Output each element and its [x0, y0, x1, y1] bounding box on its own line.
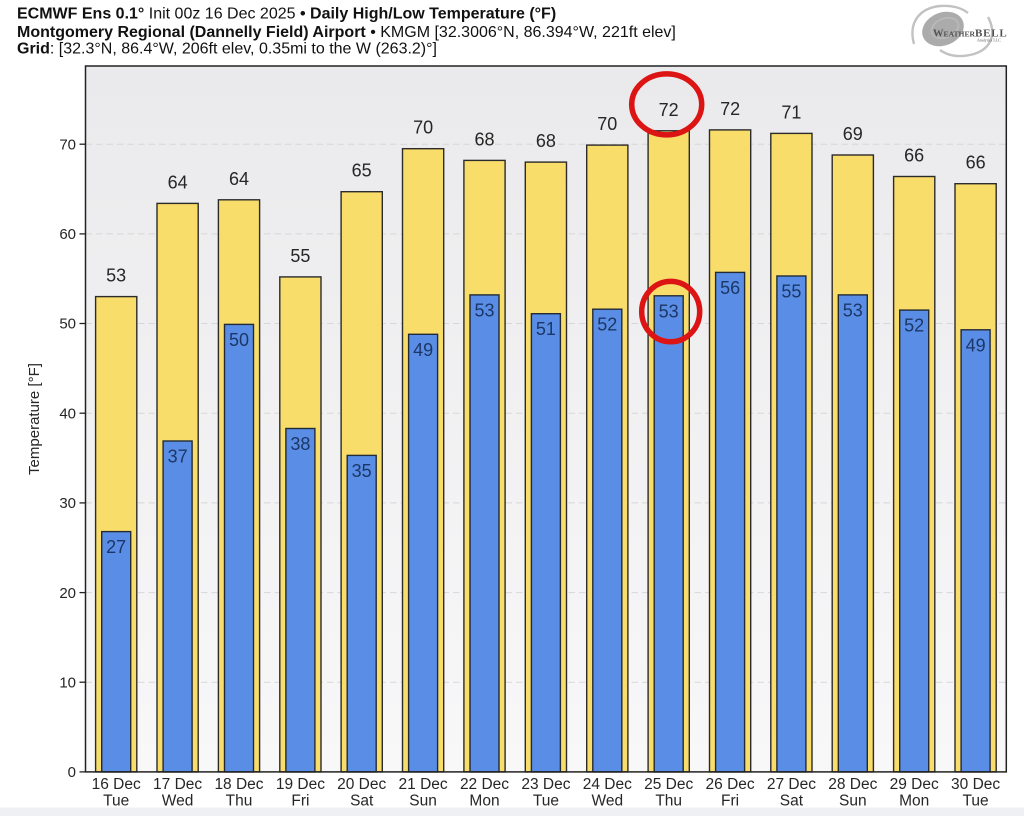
svg-text:38: 38: [290, 434, 310, 454]
svg-text:53: 53: [106, 266, 126, 286]
svg-text:52: 52: [597, 315, 617, 335]
svg-text:Fri: Fri: [291, 793, 309, 810]
svg-text:0: 0: [68, 764, 76, 781]
svg-text:56: 56: [720, 278, 740, 298]
svg-text:25 Dec: 25 Dec: [644, 776, 693, 793]
svg-text:53: 53: [659, 301, 679, 321]
svg-text:20 Dec: 20 Dec: [337, 776, 386, 793]
svg-text:66: 66: [966, 153, 986, 173]
svg-text:64: 64: [229, 169, 249, 189]
svg-text:18 Dec: 18 Dec: [214, 776, 263, 793]
svg-text:53: 53: [474, 300, 494, 320]
svg-text:27 Dec: 27 Dec: [767, 776, 816, 793]
svg-text:70: 70: [597, 114, 617, 134]
svg-text:Thu: Thu: [655, 793, 682, 810]
svg-text:Tue: Tue: [533, 793, 559, 810]
svg-text:20: 20: [59, 585, 76, 602]
svg-text:Sun: Sun: [839, 793, 867, 810]
svg-text:19 Dec: 19 Dec: [276, 776, 325, 793]
svg-text:Sat: Sat: [350, 793, 374, 810]
svg-text:Fri: Fri: [721, 793, 739, 810]
svg-text:Wed: Wed: [592, 793, 624, 810]
svg-text:72: 72: [659, 100, 679, 120]
svg-text:27: 27: [106, 537, 126, 557]
svg-text:52: 52: [904, 316, 924, 336]
svg-text:72: 72: [720, 99, 740, 119]
svg-text:ECMWF Ens 0.1° Init 00z 16 Dec: ECMWF Ens 0.1° Init 00z 16 Dec 2025 • Da…: [17, 6, 556, 23]
svg-text:26 Dec: 26 Dec: [706, 776, 755, 793]
svg-text:Mon: Mon: [469, 793, 499, 810]
svg-text:30: 30: [59, 495, 76, 512]
svg-text:Temperature [°F]: Temperature [°F]: [26, 363, 43, 475]
svg-text:70: 70: [59, 136, 76, 153]
svg-text:24 Dec: 24 Dec: [583, 776, 632, 793]
svg-text:51: 51: [536, 319, 556, 339]
svg-text:Sat: Sat: [780, 793, 804, 810]
svg-text:60: 60: [59, 226, 76, 243]
svg-text:65: 65: [352, 161, 372, 181]
svg-text:10: 10: [59, 674, 76, 691]
svg-text:68: 68: [536, 131, 556, 151]
svg-text:40: 40: [59, 405, 76, 422]
svg-text:68: 68: [474, 129, 494, 149]
svg-text:Sun: Sun: [409, 793, 437, 810]
svg-text:21 Dec: 21 Dec: [399, 776, 448, 793]
svg-text:Tue: Tue: [103, 793, 129, 810]
svg-text:55: 55: [781, 282, 801, 302]
svg-text:WEATHERBELL: WEATHERBELL: [933, 28, 1008, 40]
svg-text:50: 50: [229, 330, 249, 350]
svg-text:22 Dec: 22 Dec: [460, 776, 509, 793]
svg-text:66: 66: [904, 146, 924, 166]
svg-text:71: 71: [781, 102, 801, 122]
svg-text:Mon: Mon: [899, 793, 929, 810]
svg-text:28 Dec: 28 Dec: [828, 776, 877, 793]
svg-text:Analytics LLC: Analytics LLC: [977, 38, 1001, 43]
svg-text:16 Dec: 16 Dec: [92, 776, 141, 793]
svg-text:49: 49: [966, 335, 986, 355]
svg-text:49: 49: [413, 340, 433, 360]
svg-text:Tue: Tue: [963, 793, 989, 810]
svg-text:Grid: [32.3°N, 86.4°W, 206ft e: Grid: [32.3°N, 86.4°W, 206ft elev, 0.35m…: [17, 41, 437, 58]
svg-text:Wed: Wed: [162, 793, 194, 810]
svg-text:37: 37: [168, 447, 188, 467]
svg-text:53: 53: [843, 300, 863, 320]
svg-text:35: 35: [352, 461, 372, 481]
svg-text:30 Dec: 30 Dec: [951, 776, 1000, 793]
svg-text:55: 55: [290, 246, 310, 266]
svg-text:50: 50: [59, 316, 76, 333]
svg-text:Thu: Thu: [226, 793, 253, 810]
svg-text:Montgomery Regional (Dannelly: Montgomery Regional (Dannelly Field) Air…: [17, 24, 676, 41]
svg-text:70: 70: [413, 118, 433, 138]
svg-text:69: 69: [843, 124, 863, 144]
svg-text:23 Dec: 23 Dec: [521, 776, 570, 793]
svg-text:64: 64: [168, 172, 188, 192]
svg-text:17 Dec: 17 Dec: [153, 776, 202, 793]
svg-text:29 Dec: 29 Dec: [890, 776, 939, 793]
